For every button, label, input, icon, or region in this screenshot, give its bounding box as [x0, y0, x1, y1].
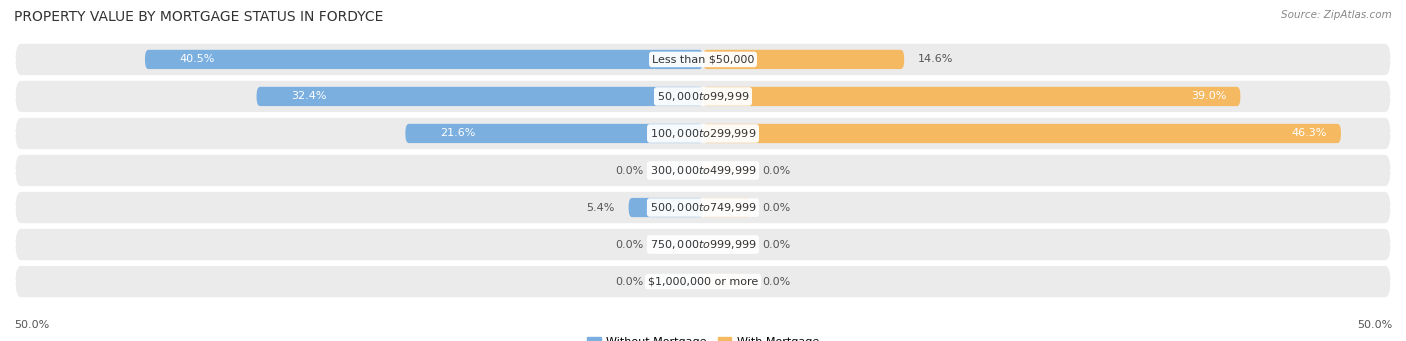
Text: PROPERTY VALUE BY MORTGAGE STATUS IN FORDYCE: PROPERTY VALUE BY MORTGAGE STATUS IN FOR… — [14, 10, 384, 24]
FancyBboxPatch shape — [703, 239, 751, 251]
Text: $500,000 to $749,999: $500,000 to $749,999 — [650, 201, 756, 214]
Text: 0.0%: 0.0% — [762, 165, 790, 176]
Text: 0.0%: 0.0% — [616, 277, 644, 286]
Text: 50.0%: 50.0% — [1357, 321, 1392, 330]
Text: 0.0%: 0.0% — [762, 277, 790, 286]
Text: 14.6%: 14.6% — [918, 55, 953, 64]
Text: Less than $50,000: Less than $50,000 — [652, 55, 754, 64]
FancyBboxPatch shape — [703, 165, 751, 176]
FancyBboxPatch shape — [703, 87, 1240, 106]
Text: 21.6%: 21.6% — [440, 129, 475, 138]
Text: 0.0%: 0.0% — [616, 239, 644, 250]
FancyBboxPatch shape — [405, 124, 703, 143]
Text: 32.4%: 32.4% — [291, 91, 326, 102]
FancyBboxPatch shape — [14, 227, 1392, 262]
FancyBboxPatch shape — [655, 276, 703, 287]
FancyBboxPatch shape — [14, 42, 1392, 76]
Text: 0.0%: 0.0% — [616, 165, 644, 176]
Text: 5.4%: 5.4% — [586, 203, 614, 212]
Text: Source: ZipAtlas.com: Source: ZipAtlas.com — [1281, 10, 1392, 20]
FancyBboxPatch shape — [14, 116, 1392, 150]
Text: 0.0%: 0.0% — [762, 239, 790, 250]
Legend: Without Mortgage, With Mortgage: Without Mortgage, With Mortgage — [582, 332, 824, 341]
FancyBboxPatch shape — [14, 265, 1392, 299]
FancyBboxPatch shape — [145, 50, 703, 69]
FancyBboxPatch shape — [256, 87, 703, 106]
FancyBboxPatch shape — [14, 79, 1392, 114]
FancyBboxPatch shape — [703, 124, 1341, 143]
Text: 39.0%: 39.0% — [1191, 91, 1226, 102]
Text: 0.0%: 0.0% — [762, 203, 790, 212]
FancyBboxPatch shape — [703, 276, 751, 287]
Text: $300,000 to $499,999: $300,000 to $499,999 — [650, 164, 756, 177]
Text: $100,000 to $299,999: $100,000 to $299,999 — [650, 127, 756, 140]
FancyBboxPatch shape — [703, 50, 904, 69]
FancyBboxPatch shape — [655, 239, 703, 251]
FancyBboxPatch shape — [14, 191, 1392, 225]
FancyBboxPatch shape — [655, 165, 703, 176]
FancyBboxPatch shape — [14, 153, 1392, 188]
Text: 40.5%: 40.5% — [180, 55, 215, 64]
Text: $50,000 to $99,999: $50,000 to $99,999 — [657, 90, 749, 103]
FancyBboxPatch shape — [703, 198, 751, 217]
Text: 46.3%: 46.3% — [1292, 129, 1327, 138]
Text: $1,000,000 or more: $1,000,000 or more — [648, 277, 758, 286]
FancyBboxPatch shape — [628, 198, 703, 217]
Text: 50.0%: 50.0% — [14, 321, 49, 330]
Text: $750,000 to $999,999: $750,000 to $999,999 — [650, 238, 756, 251]
